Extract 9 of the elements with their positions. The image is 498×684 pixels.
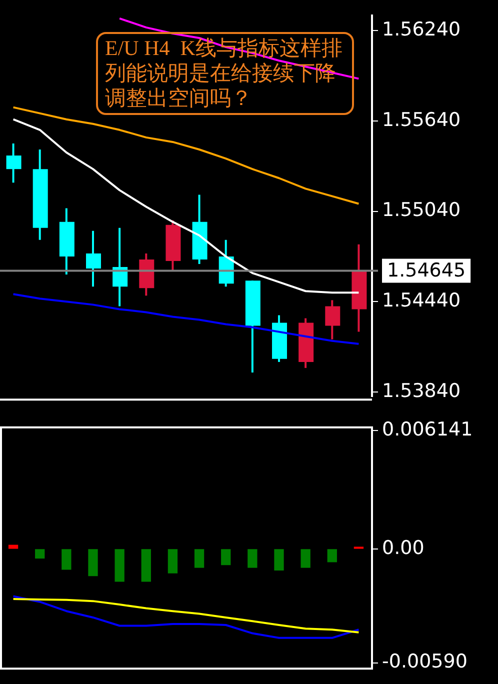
y-tick-label: 0.006141 (382, 418, 473, 440)
y-tick-label: 1.54440 (382, 290, 461, 312)
y-tick-label: 0.00 (382, 536, 424, 559)
y-tick-label: 1.55040 (382, 199, 461, 222)
y-tick-label: 1.53840 (382, 380, 461, 402)
ref-line-label: 1.54645 (387, 260, 466, 282)
y-tick-label: 1.55640 (382, 108, 461, 131)
y-tick-label: 1.56240 (382, 18, 461, 40)
y-tick-label: -0.00590 (382, 650, 468, 673)
